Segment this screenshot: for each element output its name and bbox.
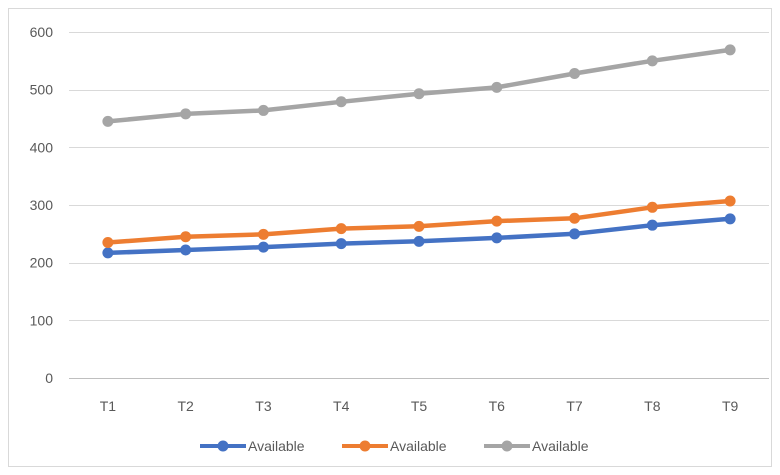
data-point: [413, 88, 425, 100]
data-point: [257, 241, 269, 253]
y-tick-label: 500: [30, 82, 54, 98]
legend-label: Available: [248, 438, 305, 454]
legend: Available Available Available: [200, 438, 589, 454]
data-point: [102, 115, 114, 127]
x-tick-label: T7: [566, 398, 583, 414]
y-axis-tick-labels: 0 100 200 300 400 500 600: [30, 24, 54, 386]
x-tick-label: T6: [489, 398, 506, 414]
legend-label: Available: [390, 438, 447, 454]
legend-marker: [501, 440, 513, 452]
data-point: [257, 228, 269, 240]
series-lines: [102, 44, 736, 259]
x-tick-label: T9: [722, 398, 739, 414]
data-point: [646, 55, 658, 67]
x-axis-tick-labels: T1 T2 T3 T4 T5 T6 T7 T8 T9: [100, 398, 739, 414]
data-point: [491, 81, 503, 93]
data-point: [491, 232, 503, 244]
data-point: [569, 212, 581, 224]
data-point: [413, 235, 425, 247]
y-tick-label: 600: [30, 24, 54, 40]
x-tick-label: T4: [333, 398, 350, 414]
x-tick-label: T1: [100, 398, 117, 414]
data-point: [102, 236, 114, 248]
x-tick-label: T2: [177, 398, 194, 414]
data-point: [724, 44, 736, 56]
series-2: [102, 195, 736, 248]
legend-entry: Available: [342, 438, 447, 454]
data-point: [180, 108, 192, 120]
y-tick-label: 300: [30, 197, 54, 213]
data-point: [569, 228, 581, 240]
y-tick-label: 400: [30, 139, 54, 155]
series-3: [102, 44, 736, 127]
data-point: [413, 220, 425, 232]
data-point: [180, 244, 192, 256]
data-point: [646, 219, 658, 231]
y-tick-label: 0: [45, 370, 53, 386]
legend-entry: Available: [200, 438, 305, 454]
legend-label: Available: [532, 438, 589, 454]
data-point: [102, 247, 114, 259]
data-point: [335, 96, 347, 108]
data-point: [569, 68, 581, 80]
y-tick-label: 100: [30, 312, 54, 328]
data-point: [335, 223, 347, 235]
data-point: [491, 215, 503, 227]
legend-marker: [359, 440, 371, 452]
x-tick-label: T3: [255, 398, 272, 414]
legend-marker: [217, 440, 229, 452]
data-point: [257, 104, 269, 116]
data-point: [724, 195, 736, 207]
x-tick-label: T5: [411, 398, 428, 414]
data-point: [335, 238, 347, 250]
series-line: [105, 47, 733, 124]
data-point: [180, 231, 192, 243]
data-point: [646, 201, 658, 213]
x-tick-label: T8: [644, 398, 661, 414]
legend-entry: Available: [484, 438, 589, 454]
y-tick-label: 200: [30, 255, 54, 271]
data-point: [724, 213, 736, 225]
chart-area: [8, 8, 772, 467]
series-1: [102, 213, 736, 259]
